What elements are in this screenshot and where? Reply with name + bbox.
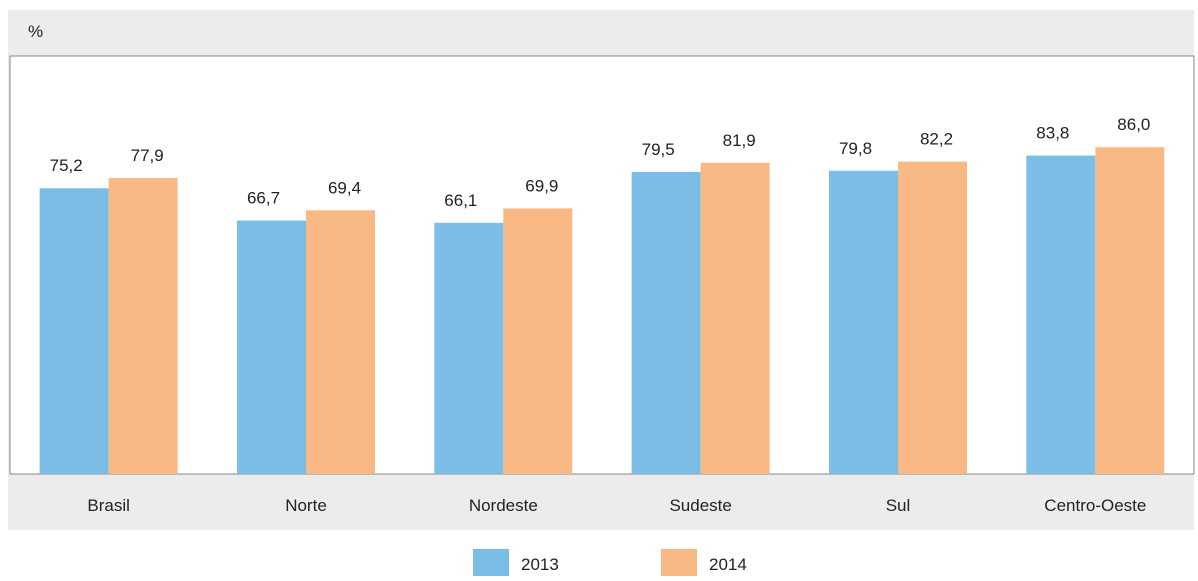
data-label-2013-brasil: 75,2 xyxy=(50,156,83,175)
y-unit-label: % xyxy=(28,22,43,41)
bar-2014-sudeste xyxy=(700,162,770,474)
data-label-2014-brasil: 77,9 xyxy=(131,146,164,165)
data-label-2014-nordeste: 69,9 xyxy=(525,176,558,195)
data-label-2014-sudeste: 81,9 xyxy=(723,131,756,150)
bars-group xyxy=(39,147,1165,475)
data-label-2013-sul: 79,8 xyxy=(839,139,872,158)
bar-2014-norte xyxy=(306,210,375,474)
legend-swatch-2013 xyxy=(473,549,509,576)
legend-label-2014: 2014 xyxy=(709,555,747,574)
bar-2013-centro-oeste xyxy=(1026,155,1096,474)
data-label-2013-nordeste: 66,1 xyxy=(444,191,477,210)
category-label-centro-oeste: Centro-Oeste xyxy=(1044,496,1146,515)
bar-2014-sul xyxy=(898,161,967,474)
category-label-sul: Sul xyxy=(886,496,911,515)
bar-2014-nordeste xyxy=(503,208,573,474)
legend: 2013 2014 xyxy=(473,549,747,576)
category-label-sudeste: Sudeste xyxy=(669,496,731,515)
data-label-2013-sudeste: 79,5 xyxy=(642,140,675,159)
bar-2013-brasil xyxy=(39,188,109,475)
data-label-2014-norte: 69,4 xyxy=(328,178,361,197)
category-label-norte: Norte xyxy=(285,496,327,515)
data-label-2014-centro-oeste: 86,0 xyxy=(1117,115,1150,134)
bar-2013-sul xyxy=(829,170,898,474)
data-label-2013-norte: 66,7 xyxy=(247,189,280,208)
category-label-nordeste: Nordeste xyxy=(469,496,538,515)
bar-2013-norte xyxy=(237,220,306,474)
bar-2013-sudeste xyxy=(631,171,701,474)
plot-area xyxy=(9,55,1195,475)
category-label-brasil: Brasil xyxy=(87,496,130,515)
category-labels-group: Brasil Norte Nordeste Sudeste Sul Centro-Oest… xyxy=(87,496,1146,515)
bar-2013-nordeste xyxy=(434,222,504,474)
bar-2014-centro-oeste xyxy=(1095,147,1165,474)
legend-label-2013: 2013 xyxy=(521,555,559,574)
legend-swatch-2014 xyxy=(661,549,697,576)
data-label-2014-sul: 82,2 xyxy=(920,130,953,149)
data-label-2013-centro-oeste: 83,8 xyxy=(1036,124,1069,143)
value-labels-group: 75,2 77,9 66,7 69,4 66,1 69,9 79,5 81,9 79,8 82,2… xyxy=(50,115,1151,210)
bar-2014-brasil xyxy=(108,177,178,475)
